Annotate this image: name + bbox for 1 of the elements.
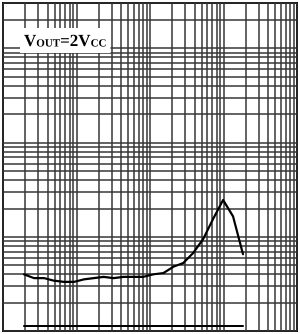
chart-title: VOUT=2VCC — [24, 31, 107, 50]
